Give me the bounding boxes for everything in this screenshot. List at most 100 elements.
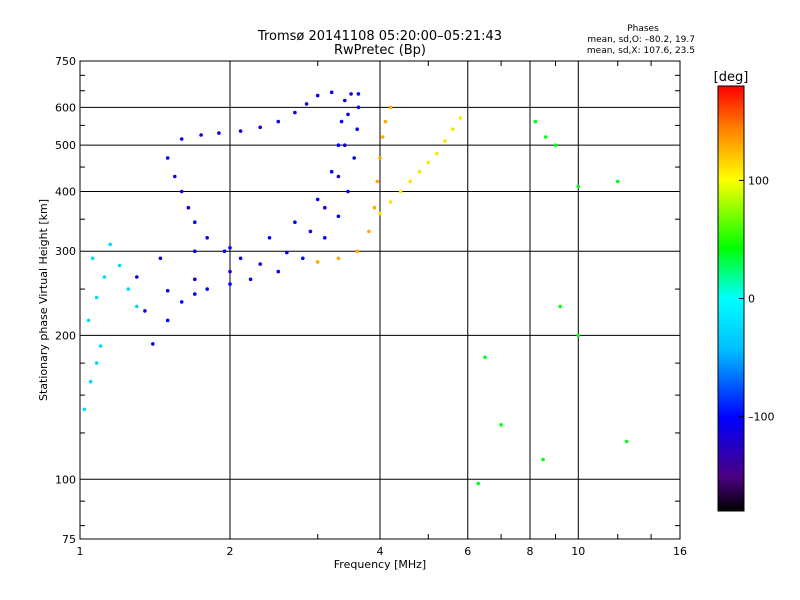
data-point [398, 189, 403, 194]
x-tick-label: 2 [227, 545, 234, 558]
y-tick-label: 750 [55, 55, 76, 68]
data-point [248, 277, 253, 282]
chart-title: Tromsø 20141108 05:20:00–05:21:43 [257, 29, 502, 44]
stats-line-o: mean, sd,O: –80.2, 19.7 [587, 35, 695, 45]
data-point [117, 263, 122, 268]
series-group [179, 90, 334, 141]
data-point [151, 342, 155, 346]
data-point [179, 300, 184, 304]
data-point [94, 361, 99, 365]
series-group [165, 156, 243, 261]
data-point [336, 174, 341, 179]
data-point [135, 275, 139, 279]
y-tick-label: 75 [62, 533, 76, 546]
data-point [108, 242, 112, 247]
data-point [205, 236, 209, 240]
series-group [135, 98, 347, 279]
data-point [533, 119, 538, 124]
grid-lines [80, 61, 680, 539]
data-point [388, 200, 393, 204]
data-point [186, 205, 191, 210]
data-point [158, 256, 163, 261]
data-point [165, 318, 170, 323]
data-point [308, 229, 313, 234]
data-point [228, 282, 232, 286]
data-point [193, 220, 197, 224]
data-point [372, 205, 377, 210]
data-point [205, 287, 209, 291]
data-point [367, 229, 371, 234]
data-point [576, 333, 581, 338]
data-point [483, 355, 487, 360]
data-point [349, 92, 353, 96]
data-point [217, 131, 221, 135]
y-tick-label: 400 [55, 185, 76, 198]
series-group [151, 92, 361, 346]
data-point [301, 256, 305, 261]
data-point [355, 249, 360, 253]
y-tick-label: 300 [55, 245, 76, 258]
y-tick-label: 600 [55, 101, 76, 114]
data-point [541, 457, 545, 462]
data-points [82, 90, 629, 486]
data-point [293, 110, 297, 115]
data-point [615, 179, 620, 184]
data-point [576, 184, 581, 189]
data-point [476, 481, 481, 486]
chart-subtitle: RwPretec (Bp) [334, 43, 426, 58]
y-tick-label: 100 [55, 473, 76, 486]
data-point [553, 143, 558, 147]
data-point [339, 119, 344, 124]
axis-ticks: 1 2 4 6 8 10 16 75 100 200 300 400 500 600 750 [55, 55, 687, 558]
data-point [193, 277, 197, 282]
data-point [417, 169, 422, 174]
data-point [315, 260, 320, 264]
data-point [94, 295, 99, 300]
colorbar-tick-label: 0 [748, 293, 755, 306]
series-group [143, 92, 353, 313]
x-axis-label: Frequency [MHz] [334, 558, 426, 571]
data-point [193, 249, 197, 253]
series-group [82, 242, 139, 412]
data-point [98, 344, 103, 348]
colorbar-label: [deg] [714, 70, 749, 85]
data-point [102, 275, 107, 279]
data-point [343, 143, 347, 147]
data-point [304, 102, 309, 106]
data-point [258, 262, 263, 266]
data-point [315, 197, 320, 202]
data-point [558, 304, 562, 309]
data-point [165, 288, 170, 293]
data-point [443, 139, 447, 143]
data-point [267, 236, 272, 240]
data-point [346, 112, 350, 117]
data-point [90, 256, 95, 261]
data-point [323, 236, 327, 240]
x-tick-label: 6 [464, 545, 471, 558]
data-point [329, 90, 334, 95]
data-point [336, 256, 341, 261]
colorbar-ticks: 100 0 –100 [739, 174, 775, 424]
data-point [293, 220, 297, 224]
data-point [276, 269, 281, 274]
data-point [238, 256, 243, 261]
data-point [435, 151, 439, 156]
data-point [329, 169, 334, 174]
data-point [380, 135, 385, 139]
stats-line-x: mean, sd,X: 107.6, 23.5 [587, 46, 695, 56]
data-point [165, 156, 170, 160]
data-point [193, 292, 197, 296]
x-tick-label: 8 [527, 545, 534, 558]
data-point [624, 439, 629, 444]
series-group [476, 119, 629, 486]
data-point [408, 179, 413, 184]
x-tick-label: 4 [377, 545, 384, 558]
data-point [343, 98, 347, 103]
data-point [228, 246, 232, 250]
y-tick-label: 200 [55, 329, 76, 342]
data-point [222, 249, 227, 253]
data-point [499, 423, 503, 427]
data-point [451, 127, 455, 131]
data-point [179, 189, 184, 194]
